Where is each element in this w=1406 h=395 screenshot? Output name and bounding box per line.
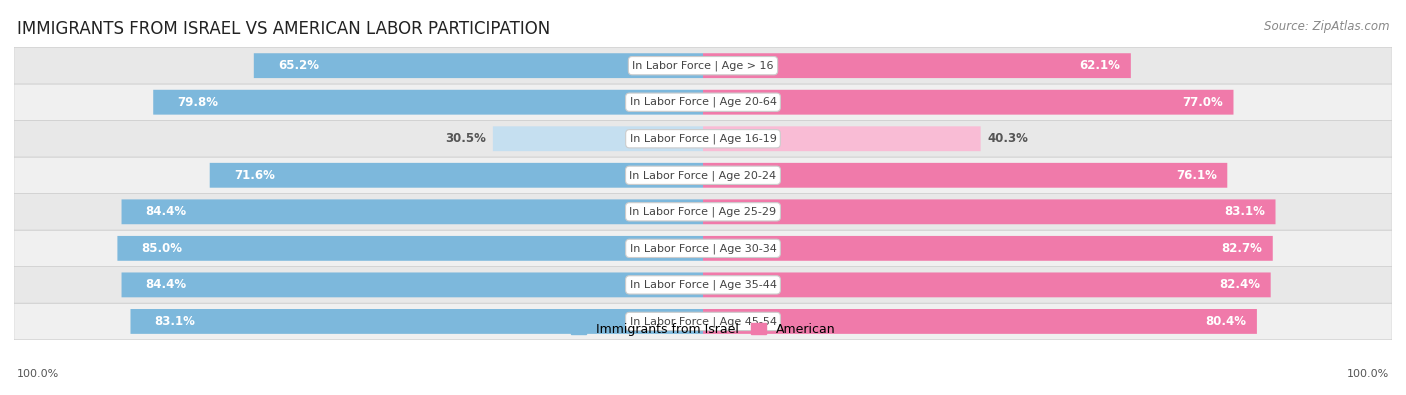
Text: 80.4%: 80.4% — [1205, 315, 1247, 328]
FancyBboxPatch shape — [121, 199, 703, 224]
Text: 71.6%: 71.6% — [233, 169, 274, 182]
Text: 100.0%: 100.0% — [1347, 369, 1389, 379]
Text: 62.1%: 62.1% — [1080, 59, 1121, 72]
FancyBboxPatch shape — [14, 84, 1392, 120]
FancyBboxPatch shape — [153, 90, 703, 115]
Text: IMMIGRANTS FROM ISRAEL VS AMERICAN LABOR PARTICIPATION: IMMIGRANTS FROM ISRAEL VS AMERICAN LABOR… — [17, 20, 550, 38]
Text: In Labor Force | Age 45-54: In Labor Force | Age 45-54 — [630, 316, 776, 327]
Text: 83.1%: 83.1% — [155, 315, 195, 328]
Text: 77.0%: 77.0% — [1182, 96, 1223, 109]
Text: 84.4%: 84.4% — [146, 278, 187, 292]
FancyBboxPatch shape — [14, 194, 1392, 230]
FancyBboxPatch shape — [14, 303, 1392, 340]
Text: In Labor Force | Age 35-44: In Labor Force | Age 35-44 — [630, 280, 776, 290]
Text: 100.0%: 100.0% — [17, 369, 59, 379]
FancyBboxPatch shape — [131, 309, 703, 334]
FancyBboxPatch shape — [14, 230, 1392, 267]
Text: 82.4%: 82.4% — [1219, 278, 1260, 292]
FancyBboxPatch shape — [703, 199, 1275, 224]
Text: In Labor Force | Age 25-29: In Labor Force | Age 25-29 — [630, 207, 776, 217]
Text: 82.7%: 82.7% — [1222, 242, 1263, 255]
Text: In Labor Force | Age > 16: In Labor Force | Age > 16 — [633, 60, 773, 71]
FancyBboxPatch shape — [209, 163, 703, 188]
Text: 40.3%: 40.3% — [987, 132, 1028, 145]
Legend: Immigrants from Israel, American: Immigrants from Israel, American — [567, 319, 839, 339]
Text: 65.2%: 65.2% — [278, 59, 319, 72]
FancyBboxPatch shape — [703, 273, 1271, 297]
FancyBboxPatch shape — [254, 53, 703, 78]
Text: 30.5%: 30.5% — [446, 132, 486, 145]
Text: 76.1%: 76.1% — [1175, 169, 1218, 182]
Text: In Labor Force | Age 30-34: In Labor Force | Age 30-34 — [630, 243, 776, 254]
Text: 83.1%: 83.1% — [1225, 205, 1265, 218]
Text: 79.8%: 79.8% — [177, 96, 218, 109]
FancyBboxPatch shape — [117, 236, 703, 261]
Text: In Labor Force | Age 16-19: In Labor Force | Age 16-19 — [630, 134, 776, 144]
Text: Source: ZipAtlas.com: Source: ZipAtlas.com — [1264, 20, 1389, 33]
FancyBboxPatch shape — [14, 120, 1392, 157]
FancyBboxPatch shape — [121, 273, 703, 297]
Text: 85.0%: 85.0% — [142, 242, 183, 255]
Text: In Labor Force | Age 20-64: In Labor Force | Age 20-64 — [630, 97, 776, 107]
FancyBboxPatch shape — [14, 157, 1392, 194]
FancyBboxPatch shape — [14, 267, 1392, 303]
FancyBboxPatch shape — [14, 47, 1392, 84]
FancyBboxPatch shape — [703, 163, 1227, 188]
Text: 84.4%: 84.4% — [146, 205, 187, 218]
Text: In Labor Force | Age 20-24: In Labor Force | Age 20-24 — [630, 170, 776, 181]
FancyBboxPatch shape — [703, 90, 1233, 115]
FancyBboxPatch shape — [494, 126, 703, 151]
FancyBboxPatch shape — [703, 236, 1272, 261]
FancyBboxPatch shape — [703, 126, 980, 151]
FancyBboxPatch shape — [703, 309, 1257, 334]
FancyBboxPatch shape — [703, 53, 1130, 78]
